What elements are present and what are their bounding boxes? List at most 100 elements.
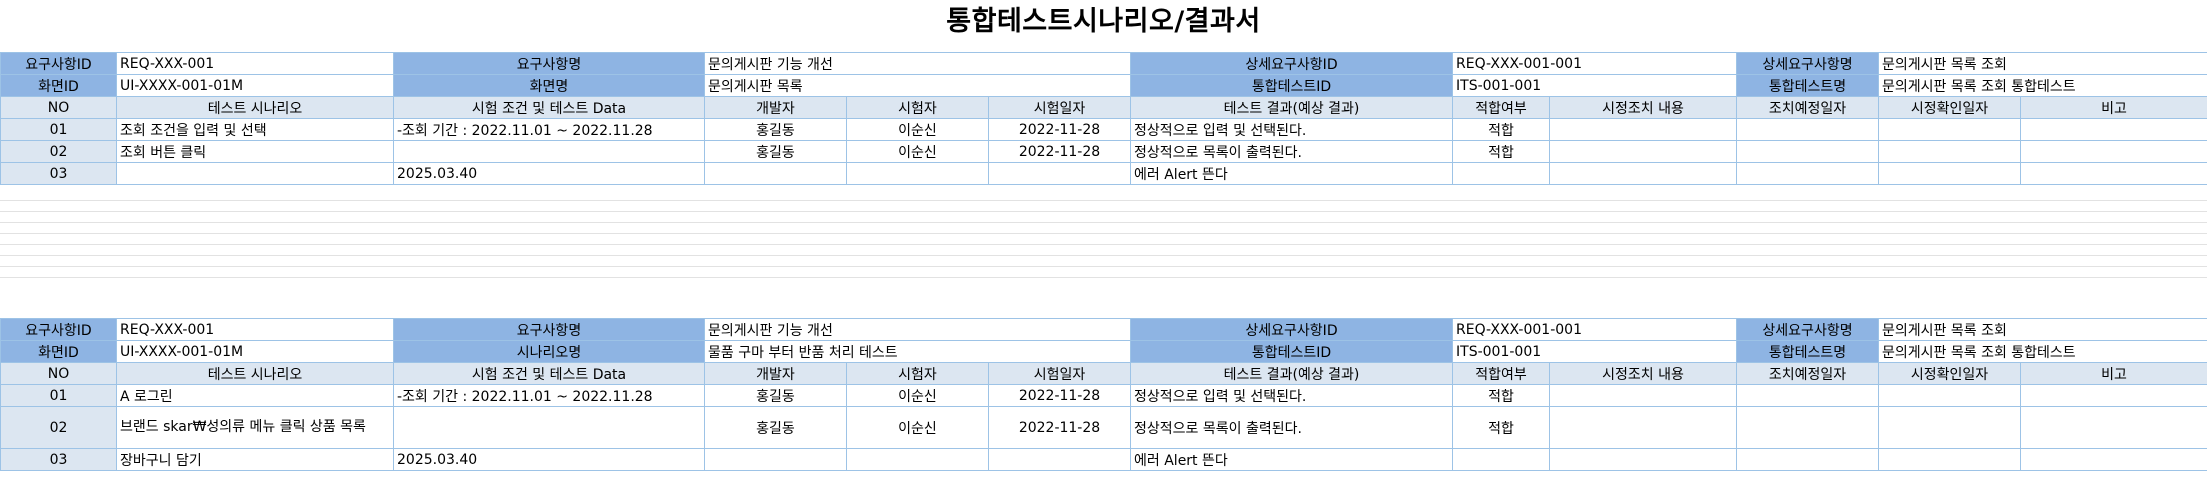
label-requirement-id: 요구사항ID [0, 52, 117, 75]
column-header-corrective-action: 시정조치 내용 [1549, 362, 1738, 385]
cell-tester[interactable]: 이순신 [846, 384, 989, 407]
value-detail-requirement-id[interactable]: REQ-XXX-001-001 [1452, 52, 1738, 75]
cell-test-date[interactable]: 2022-11-28 [987, 384, 1132, 407]
column-header-corrective-action: 시정조치 내용 [1549, 96, 1738, 119]
value-screen-name[interactable]: 문의게시판 목록 [703, 74, 1132, 97]
cell-tester[interactable]: 이순신 [846, 406, 989, 449]
label-screen-id: 화면ID [0, 74, 117, 97]
value-integration-test-name[interactable]: 문의게시판 목록 조회 통합테스트 [1878, 340, 2207, 363]
cell-test-date[interactable]: 2022-11-28 [987, 118, 1132, 141]
value-integration-test-name[interactable]: 문의게시판 목록 조회 통합테스트 [1878, 74, 2207, 97]
cell-confirm-date[interactable] [1878, 406, 2022, 449]
cell-result[interactable]: 에러 Alert 뜬다 [1130, 162, 1454, 185]
cell-developer[interactable]: 홍길동 [704, 118, 847, 141]
cell-confirm-date[interactable] [1878, 384, 2022, 407]
cell-condition[interactable]: 2025.03.40 [393, 448, 705, 471]
cell-tester[interactable] [846, 162, 989, 185]
cell-condition[interactable]: -조회 기간 : 2022.11.01 ~ 2022.11.28 [393, 384, 705, 407]
cell-result[interactable]: 정상적으로 목록이 출력된다. [1130, 140, 1454, 163]
cell-test-date[interactable] [987, 162, 1132, 185]
cell-scenario[interactable] [116, 162, 394, 185]
cell-corrective-action[interactable] [1549, 384, 1738, 407]
cell-corrective-action[interactable] [1549, 118, 1738, 141]
label-scenario-name: 시나리오명 [393, 340, 705, 363]
column-header-developer: 개발자 [704, 96, 847, 119]
column-header-condition: 시험 조건 및 테스트 Data [393, 362, 705, 385]
cell-confirm-date[interactable] [1878, 118, 2022, 141]
cell-remarks[interactable] [2020, 118, 2207, 141]
cell-tester[interactable]: 이순신 [846, 118, 989, 141]
value-detail-requirement-name[interactable]: 문의게시판 목록 조회 [1878, 318, 2207, 341]
cell-remarks[interactable] [2020, 406, 2207, 449]
cell-developer[interactable]: 홍길동 [704, 140, 847, 163]
table-row: 03 2025.03.40 에러 Alert 뜬다 [0, 162, 2207, 185]
cell-condition[interactable]: -조회 기간 : 2022.11.01 ~ 2022.11.28 [393, 118, 705, 141]
cell-scenario[interactable]: 장바구니 담기 [116, 448, 394, 471]
cell-planned-date[interactable] [1736, 406, 1880, 449]
cell-developer[interactable] [704, 448, 847, 471]
column-header-condition: 시험 조건 및 테스트 Data [393, 96, 705, 119]
cell-condition[interactable] [393, 140, 705, 163]
cell-remarks[interactable] [2020, 448, 2207, 471]
cell-no: 01 [0, 118, 117, 141]
cell-planned-date[interactable] [1736, 448, 1880, 471]
value-requirement-name[interactable]: 문의게시판 기능 개선 [703, 52, 1132, 75]
value-detail-requirement-id[interactable]: REQ-XXX-001-001 [1452, 318, 1738, 341]
cell-developer[interactable]: 홍길동 [704, 384, 847, 407]
table-row: 03 장바구니 담기 2025.03.40 에러 Alert 뜬다 [0, 448, 2207, 471]
cell-planned-date[interactable] [1736, 118, 1880, 141]
cell-planned-date[interactable] [1736, 162, 1880, 185]
cell-test-date[interactable]: 2022-11-28 [987, 406, 1132, 449]
cell-tester[interactable] [846, 448, 989, 471]
value-requirement-name[interactable]: 문의게시판 기능 개선 [703, 318, 1132, 341]
cell-confirm-date[interactable] [1878, 162, 2022, 185]
cell-pass[interactable]: 적합 [1452, 118, 1551, 141]
column-header-confirm-date: 시정확인일자 [1878, 96, 2022, 119]
cell-corrective-action[interactable] [1549, 140, 1738, 163]
cell-tester[interactable]: 이순신 [846, 140, 989, 163]
cell-corrective-action[interactable] [1549, 406, 1738, 449]
info-row: 화면ID UI-XXXX-001-01M 시나리오명 물품 구마 부터 반품 처… [0, 340, 2207, 363]
cell-result[interactable]: 정상적으로 목록이 출력된다. [1130, 406, 1454, 449]
cell-pass[interactable]: 적합 [1452, 406, 1551, 449]
cell-corrective-action[interactable] [1549, 448, 1738, 471]
value-integration-test-id[interactable]: ITS-001-001 [1452, 340, 1738, 363]
cell-planned-date[interactable] [1736, 140, 1880, 163]
value-integration-test-id[interactable]: ITS-001-001 [1452, 74, 1738, 97]
cell-scenario[interactable]: 조회 버튼 클릭 [116, 140, 394, 163]
cell-pass[interactable]: 적합 [1452, 384, 1551, 407]
value-requirement-id[interactable]: REQ-XXX-001 [116, 318, 394, 341]
cell-remarks[interactable] [2020, 162, 2207, 185]
cell-no: 03 [0, 448, 117, 471]
value-requirement-id[interactable]: REQ-XXX-001 [116, 52, 394, 75]
cell-pass[interactable] [1452, 162, 1551, 185]
cell-scenario[interactable]: A 로그린 [116, 384, 394, 407]
cell-scenario[interactable]: 브랜드 skar₩성의류 메뉴 클릭 상품 목록 [116, 406, 394, 449]
value-detail-requirement-name[interactable]: 문의게시판 목록 조회 [1878, 52, 2207, 75]
cell-scenario[interactable]: 조회 조건을 입력 및 선택 [116, 118, 394, 141]
column-header-remarks: 비고 [2020, 96, 2207, 119]
value-screen-id[interactable]: UI-XXXX-001-01M [116, 340, 394, 363]
column-header-tester: 시험자 [846, 362, 989, 385]
cell-planned-date[interactable] [1736, 384, 1880, 407]
cell-pass[interactable] [1452, 448, 1551, 471]
cell-test-date[interactable]: 2022-11-28 [987, 140, 1132, 163]
cell-result[interactable]: 정상적으로 입력 및 선택된다. [1130, 118, 1454, 141]
cell-condition[interactable]: 2025.03.40 [393, 162, 705, 185]
cell-condition[interactable] [393, 406, 705, 449]
cell-remarks[interactable] [2020, 384, 2207, 407]
cell-result[interactable]: 정상적으로 입력 및 선택된다. [1130, 384, 1454, 407]
value-screen-id[interactable]: UI-XXXX-001-01M [116, 74, 394, 97]
cell-developer[interactable] [704, 162, 847, 185]
cell-developer[interactable]: 홍길동 [704, 406, 847, 449]
cell-test-date[interactable] [987, 448, 1132, 471]
cell-result[interactable]: 에러 Alert 뜬다 [1130, 448, 1454, 471]
cell-pass[interactable]: 적합 [1452, 140, 1551, 163]
value-scenario-name[interactable]: 물품 구마 부터 반품 처리 테스트 [703, 340, 1132, 363]
column-header-remarks: 비고 [2020, 362, 2207, 385]
cell-confirm-date[interactable] [1878, 448, 2022, 471]
cell-confirm-date[interactable] [1878, 140, 2022, 163]
column-header-planned-date: 조치예정일자 [1736, 362, 1880, 385]
cell-remarks[interactable] [2020, 140, 2207, 163]
cell-corrective-action[interactable] [1549, 162, 1738, 185]
